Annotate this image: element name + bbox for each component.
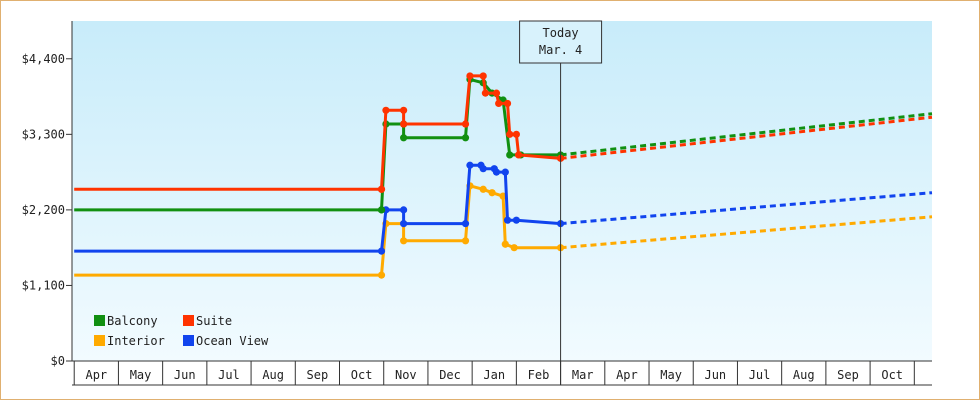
data-point [506,151,514,159]
month-label: May [130,368,152,382]
y-tick-label: $0 [51,354,65,368]
x-axis: Apr May Jun Jul Aug Sep Oct Nov Dec Jan Feb Mar Apr M… [72,361,932,386]
data-point [377,206,386,214]
forecast-line [560,191,933,226]
month-label: Feb [528,368,550,382]
month-label: Jan [483,368,505,382]
data-point [512,130,520,138]
data-point [510,244,518,252]
data-point [400,120,408,128]
today-box [519,20,603,64]
data-point [514,151,523,159]
month-label: Sep [837,368,859,382]
data-point [501,168,509,176]
data-point [492,89,501,97]
month-label: Apr [85,368,107,382]
data-point [400,220,408,228]
month-label: Sep [307,368,329,382]
data-point [461,134,470,142]
legend-label: Balcony [107,314,158,328]
month-label: Dec [439,368,461,382]
data-point [495,99,503,108]
legend-swatch [94,335,105,346]
y-tick-label: $3,300 [22,127,65,141]
legend-label: Interior [107,334,165,348]
data-point [400,106,408,114]
data-point [461,120,470,128]
data-point [377,185,386,193]
month-label: May [660,368,682,382]
legend-swatch [94,315,105,326]
data-point [481,89,490,97]
forecast-line [560,115,933,160]
month-label: Aug [262,368,284,382]
series-ocean-view [74,161,933,255]
y-tick-label: $2,200 [22,203,65,217]
legend-label: Ocean View [196,334,269,348]
data-point [503,216,512,224]
series-group [74,72,933,279]
today-label: Today [543,26,579,40]
month-label: Jul [749,368,771,382]
today-date: Mar. 4 [539,43,582,57]
data-point [479,72,487,80]
data-point [461,237,470,245]
data-point [501,240,509,248]
data-point [506,130,514,138]
data-point [400,206,408,214]
legend-label: Suite [196,314,232,328]
month-label: Jun [704,368,726,382]
data-point [461,220,470,228]
data-point [479,165,487,173]
y-tick-label: $1,100 [22,278,65,292]
month-label: Oct [881,368,903,382]
legend-swatch [183,335,194,346]
data-point [466,72,474,80]
y-axis: $0 $1,100 $2,200 $3,300 $4,400 [22,21,932,368]
forecast-line [560,215,933,250]
plot-background [72,21,932,361]
data-point [377,247,386,255]
month-label: Oct [351,368,373,382]
month-label: Aug [793,368,815,382]
data-point [503,99,512,108]
data-point [400,134,408,142]
data-point [377,271,386,279]
month-label: Mar [572,368,594,382]
data-point [466,161,474,169]
legend-swatch [183,315,194,326]
data-point [488,189,496,197]
today-marker: Today Mar. 4 [519,20,603,385]
data-point [382,106,390,114]
data-point [512,216,520,224]
legend: Balcony Suite Interior Ocean View [94,314,269,348]
data-point [492,168,501,176]
month-label: Apr [616,368,638,382]
data-point [479,185,487,193]
forecast-line [560,112,933,157]
data-point [400,237,408,245]
month-label: Nov [395,368,417,382]
y-tick-label: $4,400 [22,52,65,66]
month-label: Jun [174,368,196,382]
month-label: Jul [218,368,240,382]
